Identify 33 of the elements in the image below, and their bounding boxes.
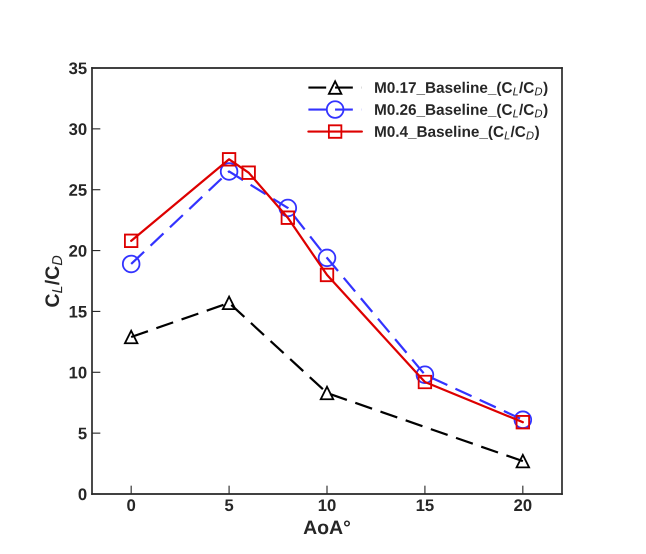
y-tick-label: 25 [69,184,87,196]
x-tick-label: 5 [224,499,234,512]
legend-label: M0.4_Baseline_(C$_{L}$/C$_{D}$) [375,126,539,140]
point [222,296,236,310]
x-tick-label: 10 [318,499,336,512]
y-tick-label: 5 [78,428,87,440]
y-tick-label: 10 [70,366,86,378]
point [516,454,530,468]
point [318,248,336,268]
point [122,254,140,274]
x-tick-label: 20 [514,499,532,512]
point [124,234,138,248]
point [416,365,434,384]
y-tick-label: 20 [69,244,86,257]
point [222,152,236,166]
y-tick-label: 15 [70,306,87,318]
y-tick-label: 35 [68,62,87,74]
point [514,410,532,429]
y-tick-label: 30 [68,123,86,136]
point [280,210,295,225]
x-axis-title: AoA° [304,520,350,534]
x-tick-label: 0 [127,499,136,512]
point [220,162,238,181]
y-tick-label: 0 [78,488,86,500]
point [242,166,256,180]
y-axis-title: C$_{L}$/C$_{D}$ [44,256,62,307]
x-tick-label: 15 [416,499,434,512]
legend-label: M0.26_Baseline_(C$_{L}$/C$_{D}$) [375,104,548,118]
point [124,330,138,344]
point [320,268,334,282]
point [320,386,334,400]
point [278,198,298,218]
legend-label: M0.17_Baseline_(C$_{L}$/C$_{D}$) [375,82,548,96]
